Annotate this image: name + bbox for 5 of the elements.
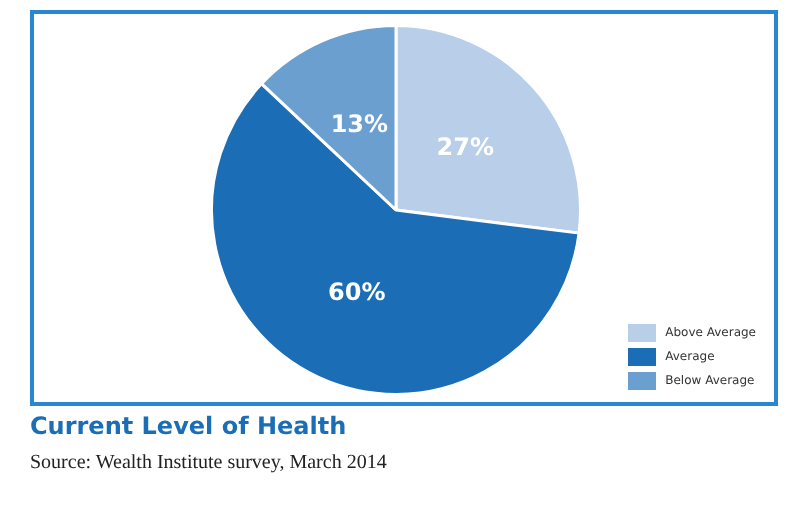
- data-label: 60%: [327, 277, 386, 306]
- source-note: Source: Wealth Institute survey, March 2014: [30, 452, 387, 474]
- data-label: 13%: [330, 109, 389, 138]
- data-label: 27%: [436, 133, 494, 162]
- text: Current Level of Health: [30, 412, 347, 440]
